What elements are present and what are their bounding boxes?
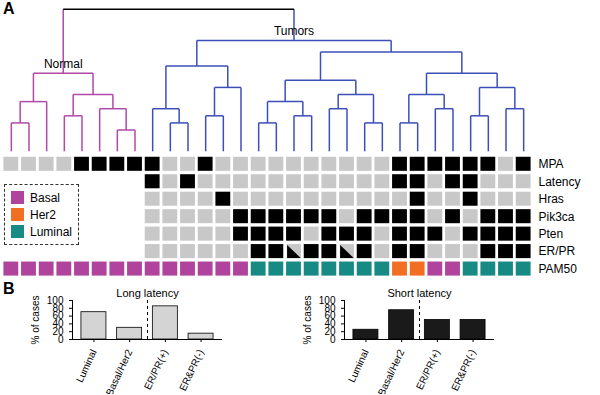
svg-text:40: 40 [324, 318, 336, 330]
svg-text:ER/PR: ER/PR [539, 244, 576, 258]
html-text:B: B [3, 280, 15, 297]
html-text:A: A [3, 0, 15, 17]
svg-text:Basal/Her2: Basal/Her2 [375, 347, 406, 394]
svg-text:0: 0 [57, 333, 64, 345]
svg-text:40: 40 [52, 318, 64, 330]
svg-text:80: 80 [324, 302, 336, 314]
svg-text:Pten: Pten [539, 227, 564, 241]
svg-text:100: 100 [47, 295, 64, 306]
svg-text:80: 80 [52, 302, 64, 314]
svg-text:60: 60 [52, 310, 64, 322]
svg-text:0: 0 [329, 333, 336, 345]
svg-text:20: 20 [324, 325, 336, 337]
svg-text:Basal/Her2: Basal/Her2 [103, 347, 134, 394]
svg-text:60: 60 [324, 310, 336, 322]
svg-text:Short latency: Short latency [387, 287, 452, 299]
svg-text:Tumors: Tumors [274, 24, 314, 38]
svg-text:100: 100 [319, 295, 336, 306]
html-text:Her2: Her2 [30, 207, 56, 222]
svg-text:ER/PR(+): ER/PR(+) [142, 348, 170, 392]
svg-text:ER/PR(+): ER/PR(+) [414, 348, 442, 392]
svg-text:Luminal: Luminal [346, 348, 371, 384]
svg-text:PAM50: PAM50 [539, 262, 578, 276]
svg-text:Hras: Hras [539, 192, 564, 206]
svg-text:Latency: Latency [539, 175, 581, 189]
svg-text:Long latency: Long latency [116, 287, 179, 299]
svg-text:% of cases: % of cases [302, 296, 313, 345]
svg-text:% of cases: % of cases [30, 296, 41, 345]
html-text:Luminal: Luminal [30, 224, 72, 239]
svg-text:ER&PR(-): ER&PR(-) [449, 348, 478, 393]
html-text:Basal: Basal [30, 190, 60, 205]
svg-text:Normal: Normal [44, 57, 83, 71]
svg-text:MPA: MPA [539, 157, 564, 171]
svg-text:Luminal: Luminal [74, 348, 99, 384]
svg-text:20: 20 [52, 325, 64, 337]
svg-text:ER&PR(-): ER&PR(-) [177, 348, 206, 393]
svg-text:Pik3ca: Pik3ca [539, 210, 575, 224]
